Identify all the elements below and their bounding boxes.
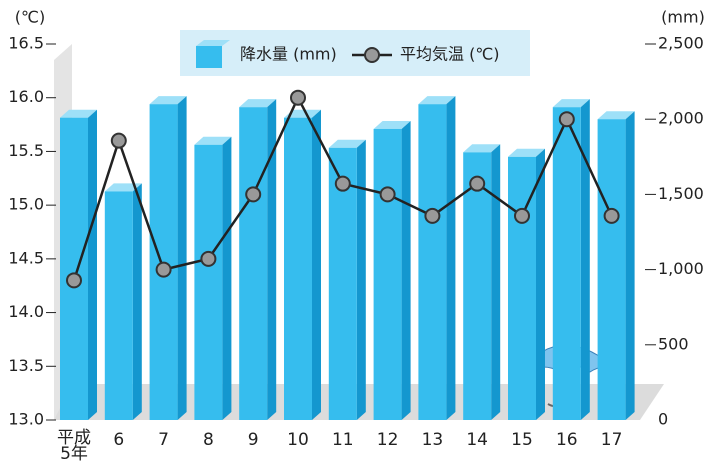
point: [558, 111, 575, 128]
bar-top: [104, 183, 142, 192]
bar-side: [88, 109, 97, 421]
bar-side: [312, 109, 321, 421]
y-tick-label: 14.5: [8, 248, 44, 267]
bar-top: [508, 148, 545, 157]
y2-unit: (mm): [661, 8, 705, 27]
x-tick-label: 14: [466, 430, 488, 450]
x-tick-label: 10: [287, 430, 309, 450]
bar: [508, 156, 536, 421]
y2-tick-label: 2,000: [658, 109, 704, 128]
legend-point-icon: [364, 47, 380, 63]
bar-top: [373, 120, 411, 129]
bar-side: [580, 99, 590, 420]
point: [290, 89, 306, 106]
x-tick-label: 6: [113, 430, 125, 450]
bar-top: [194, 136, 232, 145]
x-tick-label: 7: [158, 430, 169, 450]
bar-top: [60, 109, 97, 118]
bar: [552, 107, 581, 420]
point: [200, 250, 217, 267]
point: [424, 207, 441, 224]
y-tick-label: 16.5: [8, 34, 44, 53]
x-tick-label: 13: [421, 430, 444, 450]
bar-side: [446, 96, 456, 420]
y-tick-label: 14.0: [8, 302, 44, 321]
y-unit: (℃): [15, 8, 45, 27]
bar-top: [463, 144, 501, 153]
x-tick-label: 8: [202, 430, 214, 450]
point: [155, 261, 172, 278]
point: [334, 175, 351, 192]
point: [603, 207, 620, 224]
x-tick-label: 17: [600, 430, 623, 450]
y2-tick-label: 1,000: [658, 259, 704, 278]
y2-tick-label: 2,500: [658, 34, 704, 53]
bar-top: [552, 99, 590, 108]
x-tick-label: 12: [376, 430, 399, 450]
bar: [194, 144, 223, 420]
bar-top: [597, 111, 635, 120]
y2-tick-label: 0: [658, 410, 668, 429]
point: [514, 207, 530, 224]
point: [469, 175, 486, 192]
x-tick-label: 11: [331, 430, 354, 450]
x-tick-label: 16: [555, 430, 578, 450]
bar-side: [491, 144, 501, 420]
bar: [284, 117, 312, 421]
bar: [373, 128, 402, 420]
y2-tick-label: 1,500: [658, 184, 704, 203]
y-tick-label: 13.0: [8, 410, 44, 429]
point: [66, 272, 82, 289]
x-tick-label: 15: [511, 430, 533, 450]
bar: [60, 117, 88, 421]
bar: [463, 152, 492, 420]
bar-side: [625, 111, 635, 420]
bar-side: [356, 139, 366, 420]
bar-side: [222, 136, 232, 420]
bar-top: [328, 139, 366, 148]
bar: [597, 119, 626, 420]
y-tick-label: 16.0: [8, 87, 44, 106]
bar-top: [284, 109, 321, 118]
y-tick-label: 15.5: [8, 141, 44, 160]
x-tick-label: 9: [247, 430, 259, 450]
legend-box: [180, 30, 530, 76]
legend-bar-icon: [196, 46, 222, 68]
bar-top: [149, 96, 187, 105]
bar-side: [267, 99, 277, 420]
bar-side: [401, 120, 411, 420]
bar-side: [536, 148, 545, 421]
bar: [418, 104, 447, 420]
x-tick-label: 平成 5年: [57, 428, 91, 464]
bar: [239, 107, 268, 420]
y2-tick-label: 500: [658, 334, 689, 353]
legend-bar-icon-top: [196, 40, 230, 46]
legend-label: 平均気温 (℃): [400, 45, 500, 64]
bar-top: [418, 96, 456, 105]
bar: [328, 147, 357, 420]
bar-side: [177, 96, 187, 420]
bar-top: [239, 99, 277, 108]
point: [245, 186, 262, 203]
point: [379, 186, 396, 203]
bar-side: [132, 183, 142, 420]
legend-label: 降水量 (mm): [240, 45, 337, 64]
y-tick-label: 15.0: [8, 195, 44, 214]
bar: [104, 191, 133, 420]
point: [110, 132, 127, 149]
y-tick-label: 13.5: [8, 356, 44, 375]
